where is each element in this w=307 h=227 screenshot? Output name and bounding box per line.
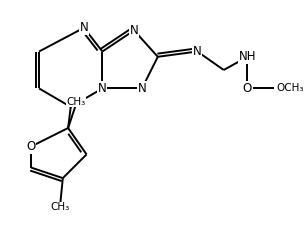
Text: N: N bbox=[80, 21, 88, 34]
Text: N: N bbox=[138, 82, 146, 95]
Text: CH₃: CH₃ bbox=[51, 202, 70, 212]
Text: CH₃: CH₃ bbox=[66, 97, 86, 107]
Text: N: N bbox=[193, 45, 202, 58]
Text: O: O bbox=[243, 82, 252, 95]
Text: O: O bbox=[26, 140, 36, 153]
Text: N: N bbox=[130, 24, 138, 37]
Text: N: N bbox=[98, 82, 107, 95]
Text: OCH₃: OCH₃ bbox=[277, 84, 304, 94]
Text: NH: NH bbox=[239, 50, 256, 63]
